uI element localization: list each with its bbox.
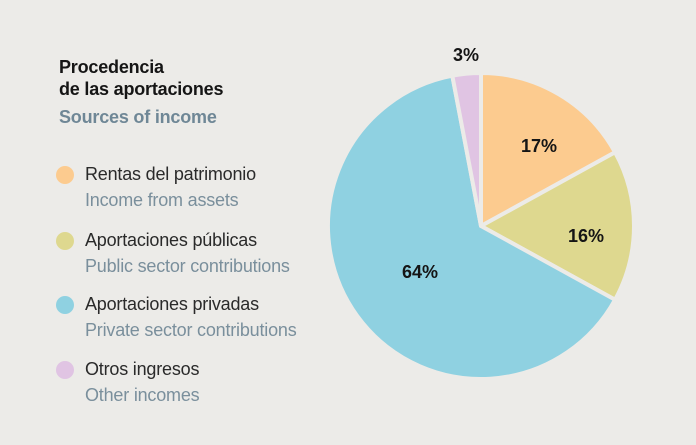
pie-label-rentas: 17% [521,136,557,156]
pie-label-privadas: 64% [402,262,438,282]
chart-title-line-1: Procedencia [59,57,164,77]
chart-title: Procedencia de las aportaciones [59,56,289,100]
legend-label-otros: Otros ingresos [85,359,200,379]
legend-item-rentas: Rentas del patrimonio Income from assets [56,163,316,211]
pie-label-publicas: 16% [568,226,604,246]
legend-item-publicas: Aportaciones públicas Public sector cont… [56,229,316,277]
legend-label-privadas: Aportaciones privadas [85,294,259,314]
legend-swatch-rentas [56,166,74,184]
legend-swatch-publicas [56,232,74,250]
legend-item-privadas: Aportaciones privadas Private sector con… [56,293,316,341]
legend-swatch-otros [56,361,74,379]
legend-label-en-publicas: Public sector contributions [85,256,290,276]
pie-slice-otros [450,71,483,228]
legend-swatch-privadas [56,296,74,314]
chart-title-line-2: de las aportaciones [59,79,224,99]
pie-slice-privadas [326,73,618,381]
legend-label-en-otros: Other incomes [85,385,200,405]
pie-label-otros: 3% [453,45,479,65]
legend-label-en-privadas: Private sector contributions [85,320,297,340]
pie-slice-publicas [479,150,636,302]
chart-subtitle: Sources of income [59,107,217,127]
legend-item-otros: Otros ingresos Other incomes [56,358,316,406]
legend-label-publicas: Aportaciones públicas [85,230,257,250]
pie-slice-rentas [479,71,618,228]
legend-label-rentas: Rentas del patrimonio [85,164,256,184]
legend-label-en-rentas: Income from assets [85,190,239,210]
